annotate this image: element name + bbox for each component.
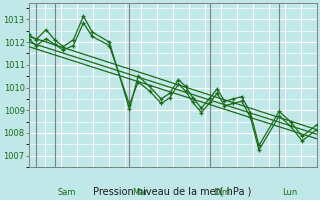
Text: Lun: Lun: [282, 188, 297, 197]
Text: Dim: Dim: [213, 188, 230, 197]
Text: Mar: Mar: [132, 188, 148, 197]
Text: Sam: Sam: [58, 188, 76, 197]
X-axis label: Pression niveau de la mer( hPa ): Pression niveau de la mer( hPa ): [93, 187, 252, 197]
